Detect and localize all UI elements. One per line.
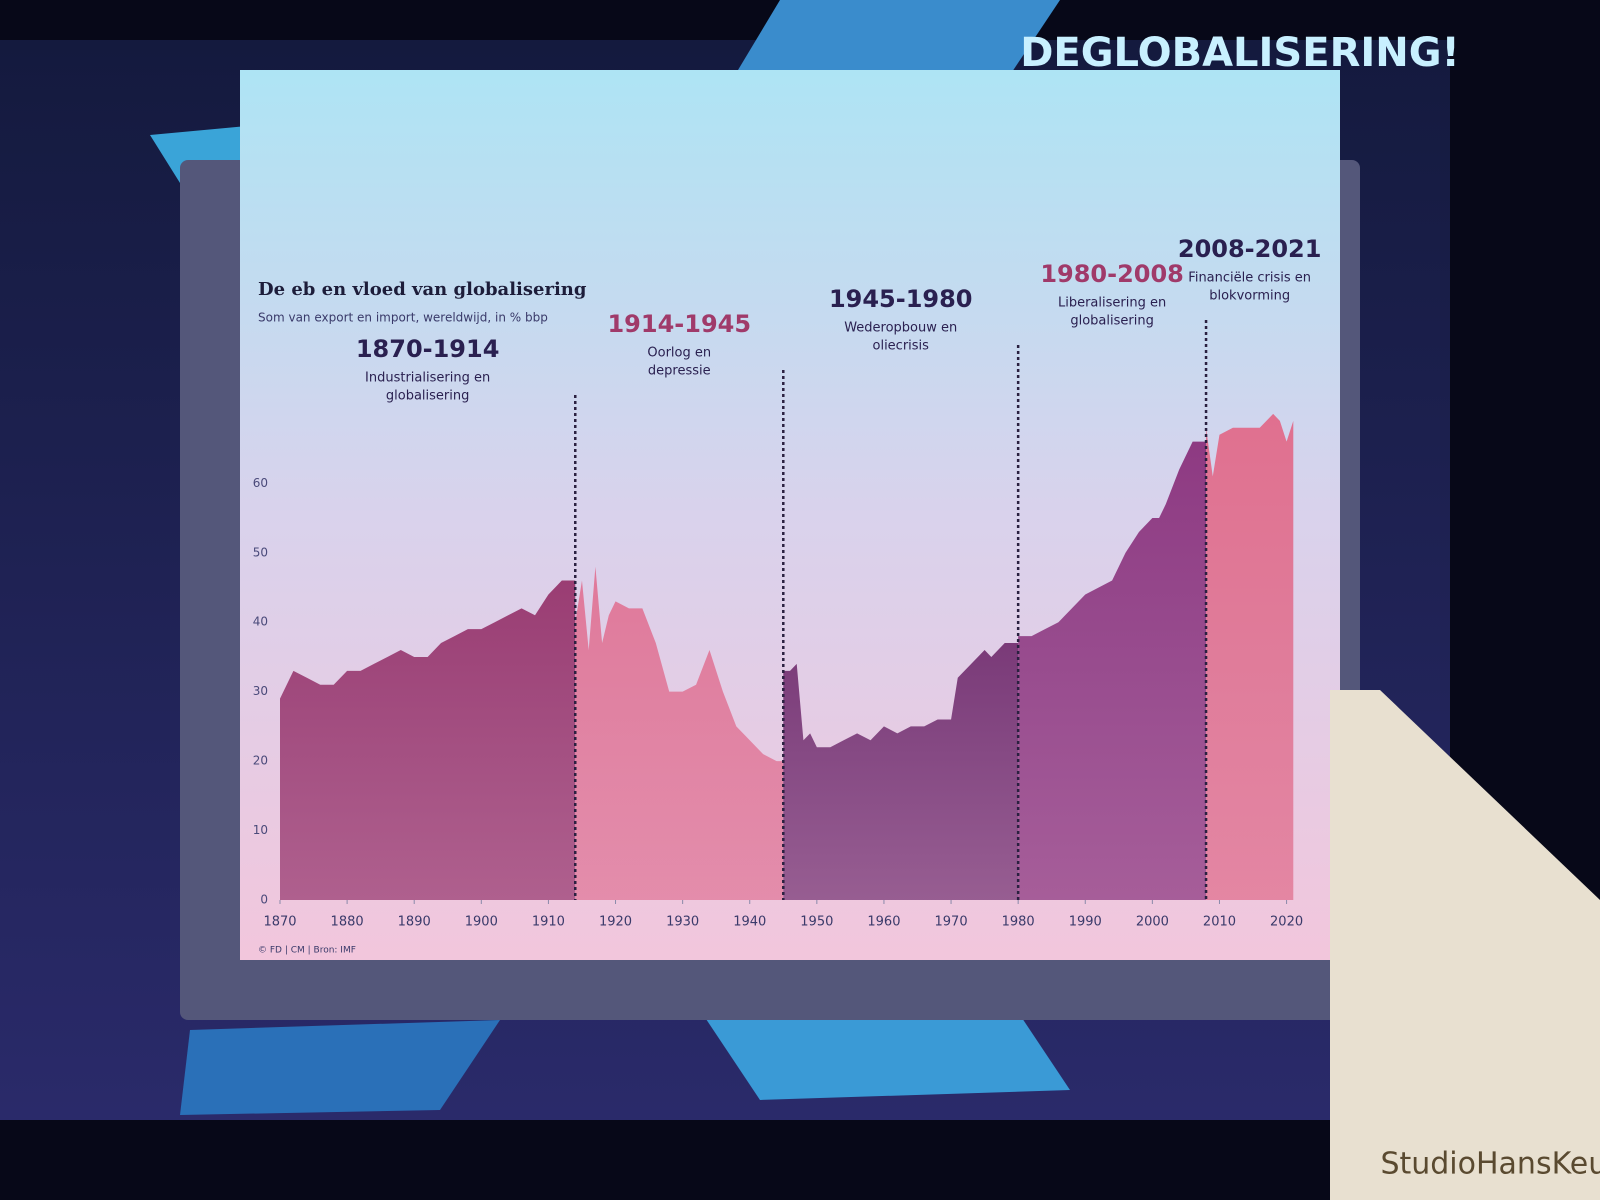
x-tick-label: 1990 — [1069, 915, 1102, 930]
x-tick-label: 1960 — [867, 915, 900, 930]
period-subtitle: Liberalisering en — [1058, 296, 1166, 311]
period-subtitle: Wederopbouw en — [844, 321, 957, 336]
x-tick-label: 1870 — [263, 915, 296, 930]
x-tick-label: 1940 — [733, 915, 766, 930]
area — [575, 566, 784, 900]
y-tick-label: 0 — [260, 893, 268, 907]
period-subtitle: globalisering — [1070, 314, 1153, 329]
x-tick-label: 1900 — [465, 915, 498, 930]
period-subtitle: globalisering — [386, 389, 469, 404]
x-tick-label: 1880 — [331, 915, 364, 930]
area — [783, 643, 1019, 900]
y-tick-label: 40 — [253, 615, 268, 629]
chart-subtitle: Som van export en import, wereldwijd, in… — [258, 311, 548, 325]
area — [1206, 413, 1294, 900]
x-tick-label: 2000 — [1136, 915, 1169, 930]
period-subtitle: Oorlog en — [647, 346, 711, 361]
period-subtitle: Industrialisering en — [365, 371, 490, 386]
slide-heading: DEGLOBALISERING! — [1020, 30, 1460, 76]
lectern — [1330, 690, 1600, 1200]
y-tick-label: 50 — [253, 545, 268, 559]
x-tick-label: 1890 — [398, 915, 431, 930]
x-tick-label: 1920 — [599, 915, 632, 930]
y-tick-label: 60 — [253, 476, 268, 490]
period-subtitle: Financiële crisis en — [1188, 271, 1311, 286]
y-tick-label: 10 — [253, 823, 268, 837]
x-tick-label: 1970 — [935, 915, 968, 930]
period-label: 2008-2021 — [1178, 235, 1322, 263]
chart-title: De eb en vloed van globalisering — [258, 279, 587, 300]
area — [1018, 441, 1207, 900]
period-label: 1980-2008 — [1040, 260, 1184, 288]
source: © FD | CM | Bron: IMF — [258, 946, 356, 956]
area — [280, 580, 576, 900]
x-tick-label: 2010 — [1203, 915, 1236, 930]
period-subtitle: depressie — [648, 364, 711, 379]
period-label: 1870-1914 — [356, 335, 500, 363]
x-tick-label: 1930 — [666, 915, 699, 930]
x-tick-label: 2020 — [1270, 915, 1303, 930]
y-tick-label: 20 — [253, 754, 268, 768]
decor — [180, 1020, 500, 1115]
x-tick-label: 1980 — [1002, 915, 1035, 930]
period-label: 1914-1945 — [607, 310, 751, 338]
period-label: 1945-1980 — [829, 285, 973, 313]
watermark: StudioHansKeur — [1380, 1147, 1600, 1182]
period-subtitle: blokvorming — [1209, 289, 1290, 304]
x-tick-label: 1910 — [532, 915, 565, 930]
period-subtitle: oliecrisis — [873, 339, 930, 354]
y-tick-label: 30 — [253, 684, 268, 698]
x-tick-label: 1950 — [800, 915, 833, 930]
decor — [700, 1000, 1070, 1100]
